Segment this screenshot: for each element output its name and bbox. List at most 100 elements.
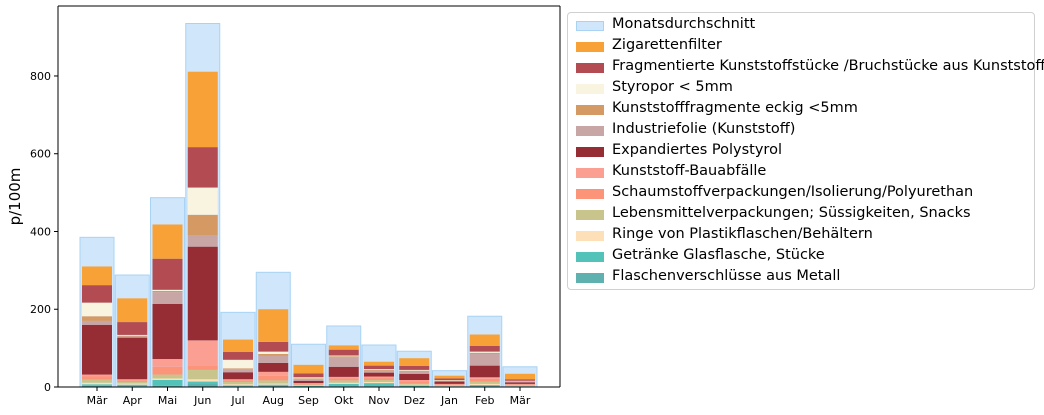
bar-segment-10-7	[329, 350, 359, 356]
bar-segment-1-0	[82, 384, 112, 386]
bar-segment-11-2	[153, 224, 183, 258]
legend-label: Ringe von Plastikflaschen/Behältern	[612, 226, 873, 242]
x-tick-label-8: Nov	[368, 394, 390, 407]
x-tick-label-11: Feb	[475, 394, 494, 407]
legend-swatch	[576, 42, 604, 52]
x-tick-label-12: Mär	[510, 394, 531, 407]
bar-segment-5-7	[329, 377, 359, 379]
bar-segment-5-4	[223, 379, 253, 380]
bar-segment-5-8	[364, 377, 394, 379]
bar-segment-1-6	[294, 386, 324, 387]
bar-segment-2-11	[470, 384, 500, 385]
bar-segment-1-4	[223, 385, 253, 386]
bar-segment-4-10	[435, 384, 465, 385]
bar-segment-9-2	[153, 290, 183, 291]
bar-segment-2-4	[223, 384, 253, 385]
bar-segment-8-1	[117, 336, 147, 337]
bar-segment-4-5	[258, 376, 288, 381]
legend-swatch	[576, 105, 604, 115]
legend-label: Schaumstoffverpackungen/Isolierung/Polyu…	[612, 184, 973, 200]
bar-segment-11-6	[294, 365, 324, 374]
bar-segment-3-8	[364, 380, 394, 382]
bar-segment-5-6	[294, 383, 324, 384]
bar-segment-4-2	[153, 367, 183, 375]
bar-segment-7-12	[505, 382, 535, 383]
legend-item: Expandiertes Polystyrol	[568, 141, 1034, 162]
legend-item: Zigarettenfilter	[568, 36, 1034, 57]
bar-segment-3-7	[329, 380, 359, 382]
bar-segment-7-5	[258, 356, 288, 363]
bar-segment-5-9	[399, 380, 429, 381]
legend-label: Styropor < 5mm	[612, 79, 733, 95]
bar-segment-10-0	[82, 285, 112, 302]
bar-segment-7-11	[470, 354, 500, 366]
legend-label: Expandiertes Polystyrol	[612, 142, 782, 158]
bar-segment-3-10	[435, 385, 465, 386]
bar-segment-10-6	[294, 373, 324, 377]
bar-segment-9-8	[364, 369, 394, 370]
bar-segment-3-12	[505, 385, 535, 386]
legend-label: Flaschenverschlüsse aus Metall	[612, 268, 840, 284]
bar-segment-2-7	[329, 383, 359, 384]
bar-segment-5-3	[188, 340, 218, 366]
bar-segment-5-0	[82, 375, 112, 377]
bar-segment-8-4	[223, 368, 253, 369]
bar-segment-3-3	[188, 370, 218, 379]
legend-label: Fragmentierte Kunststoffstücke /Bruchstü…	[612, 58, 1044, 74]
bar-segment-10-4	[223, 352, 253, 360]
bar-segment-3-9	[399, 384, 429, 385]
bar-segment-10-5	[258, 342, 288, 352]
bar-segment-8-0	[82, 316, 112, 321]
bar-segment-2-0	[82, 383, 112, 385]
x-tick-label-9: Dez	[404, 394, 425, 407]
bar-segment-7-6	[294, 379, 324, 381]
bar-segment-3-2	[153, 375, 183, 379]
bar-segment-11-4	[223, 340, 253, 352]
legend-label: Zigarettenfilter	[612, 37, 722, 53]
bar-segment-10-10	[435, 378, 465, 380]
y-tick-label-1: 200	[30, 303, 51, 316]
legend-item: Lebensmittelverpackungen; Süssigkeiten, …	[568, 204, 1034, 225]
legend-item: Schaumstoffverpackungen/Isolierung/Polyu…	[568, 183, 1034, 204]
bar-segment-3-6	[294, 385, 324, 386]
bar-segment-4-1	[117, 380, 147, 382]
bar-segment-9-6	[294, 377, 324, 378]
x-tick-label-1: Apr	[123, 394, 143, 407]
y-tick-label-3: 600	[30, 148, 51, 161]
bar-segment-3-5	[258, 380, 288, 383]
bar-segment-11-5	[258, 309, 288, 342]
x-tick-label-4: Jul	[230, 394, 244, 407]
bar-segment-1-7	[329, 384, 359, 386]
bar-segment-6-5	[258, 363, 288, 372]
bar-segment-11-9	[399, 358, 429, 366]
bar-segment-8-9	[399, 371, 429, 372]
bar-segment-3-11	[470, 382, 500, 384]
bar-segment-6-2	[153, 304, 183, 359]
bar-segment-9-11	[470, 352, 500, 353]
bar-segment-10-2	[153, 259, 183, 290]
bar-segment-8-11	[470, 353, 500, 354]
bar-segment-4-0	[82, 377, 112, 380]
x-tick-label-3: Jun	[193, 394, 211, 407]
bar-segment-1-1	[117, 385, 147, 387]
bar-segment-11-12	[505, 374, 535, 379]
bar-segment-1-11	[470, 385, 500, 386]
bar-segment-5-2	[153, 359, 183, 367]
bar-segment-10-11	[470, 346, 500, 352]
x-tick-label-0: Mär	[87, 394, 108, 407]
legend-item: Kunststoff-Bauabfälle	[568, 162, 1034, 183]
bar-segment-2-5	[258, 384, 288, 385]
bar-segment-9-4	[223, 360, 253, 369]
bar-segment-9-1	[117, 335, 147, 336]
bar-segment-5-11	[470, 377, 500, 379]
legend-item: Flaschenverschlüsse aus Metall	[568, 267, 1034, 288]
bar-segment-6-1	[117, 338, 147, 380]
bar-segment-5-1	[117, 379, 147, 380]
bar-segment-4-8	[364, 378, 394, 380]
bar-segment-0-3	[188, 383, 218, 387]
legend-swatch	[576, 126, 604, 136]
bar-segment-3-1	[117, 382, 147, 384]
bar-segment-9-0	[82, 303, 112, 317]
bar-segment-10-9	[399, 366, 429, 370]
legend-swatch	[576, 84, 604, 94]
